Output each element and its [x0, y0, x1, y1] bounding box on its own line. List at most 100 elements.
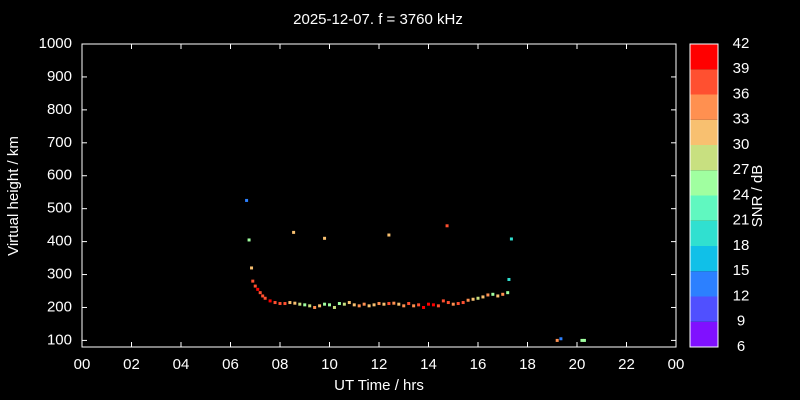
- point: [313, 305, 317, 309]
- point: [303, 303, 307, 307]
- colorbar-band: [690, 296, 718, 322]
- point: [283, 302, 287, 306]
- x-tick-label: 08: [272, 356, 289, 373]
- point: [362, 302, 366, 306]
- colorbar-band: [690, 44, 718, 70]
- point: [323, 236, 327, 240]
- point: [253, 284, 257, 288]
- point: [382, 302, 386, 306]
- colorbar-band: [690, 271, 718, 297]
- point: [308, 304, 312, 308]
- colorbar-band: [690, 69, 718, 95]
- x-tick-label: 00: [74, 356, 91, 373]
- point: [256, 287, 260, 291]
- y-tick-label: 300: [47, 266, 72, 283]
- colorbar-band: [690, 170, 718, 196]
- x-tick-label: 12: [371, 356, 388, 373]
- x-tick-label: 20: [569, 356, 586, 373]
- colorbar-band: [690, 321, 718, 347]
- point: [268, 299, 272, 303]
- point: [436, 304, 440, 308]
- point: [481, 295, 485, 299]
- colorbar-tick-label: 42: [733, 35, 750, 52]
- point: [506, 291, 510, 295]
- point: [461, 301, 465, 305]
- point: [332, 305, 336, 309]
- y-tick-label: 200: [47, 298, 72, 315]
- point: [292, 230, 296, 234]
- point: [377, 302, 381, 306]
- colorbar-band: [690, 220, 718, 246]
- point: [555, 338, 559, 342]
- colorbar-tick-label: 15: [733, 262, 750, 279]
- point: [427, 302, 430, 306]
- point: [402, 304, 406, 308]
- y-tick-label: 800: [47, 101, 72, 118]
- colorbar-tick-label: 36: [733, 85, 750, 102]
- y-tick-label: 100: [47, 331, 72, 348]
- y-axis-label: Virtual height / km: [5, 136, 22, 256]
- point: [273, 301, 277, 305]
- point: [357, 304, 361, 308]
- point: [559, 337, 563, 341]
- point: [278, 302, 282, 306]
- point: [486, 293, 490, 297]
- point: [293, 301, 297, 305]
- x-tick-label: 10: [321, 356, 338, 373]
- point: [417, 303, 421, 307]
- point: [298, 302, 302, 306]
- point: [392, 301, 396, 305]
- x-tick-label: 14: [420, 356, 437, 373]
- point: [441, 299, 445, 303]
- y-tick-label: 500: [47, 200, 72, 217]
- x-tick-label: 02: [123, 356, 140, 373]
- point: [456, 302, 460, 306]
- colorbar-tick-label: 9: [737, 313, 745, 330]
- colorbar-tick-label: 30: [733, 136, 750, 153]
- x-tick-label: 22: [618, 356, 635, 373]
- colorbar-band: [690, 119, 718, 145]
- x-tick-label: 18: [519, 356, 536, 373]
- y-tick-label: 400: [47, 233, 72, 250]
- colorbar-band: [690, 94, 718, 120]
- point: [247, 238, 251, 242]
- colorbar-tick-label: 18: [733, 237, 750, 254]
- y-tick-label: 600: [47, 167, 72, 184]
- colorbar-tick-label: 33: [733, 111, 750, 128]
- point: [263, 296, 267, 300]
- x-tick-label: 04: [173, 356, 190, 373]
- x-tick-label: 16: [470, 356, 487, 373]
- point: [387, 302, 391, 306]
- point: [352, 303, 356, 307]
- x-tick-label: 06: [222, 356, 239, 373]
- colorbar-tick-label: 24: [733, 186, 750, 203]
- point: [245, 198, 249, 202]
- point: [466, 298, 470, 302]
- point: [582, 338, 586, 342]
- chart-title: 2025-12-07. f = 3760 kHz: [293, 11, 463, 28]
- point: [412, 304, 416, 308]
- point: [491, 292, 495, 296]
- point: [387, 233, 391, 237]
- point: [501, 292, 505, 296]
- point: [471, 297, 475, 301]
- point: [251, 279, 255, 283]
- y-tick-label: 700: [47, 134, 72, 151]
- colorbar-band: [690, 246, 718, 272]
- point: [445, 224, 449, 228]
- point: [347, 301, 351, 305]
- point: [422, 305, 426, 309]
- point: [367, 304, 371, 308]
- point: [372, 303, 376, 307]
- point: [580, 338, 584, 342]
- point: [342, 302, 346, 306]
- colorbar-tick-label: 27: [733, 161, 750, 178]
- x-tick-label: 00: [668, 356, 685, 373]
- colorbar-tick-label: 12: [733, 287, 750, 304]
- point: [328, 303, 331, 307]
- colorbar-tick-label: 21: [733, 212, 750, 229]
- point: [431, 303, 435, 307]
- plot-frame: [81, 43, 677, 348]
